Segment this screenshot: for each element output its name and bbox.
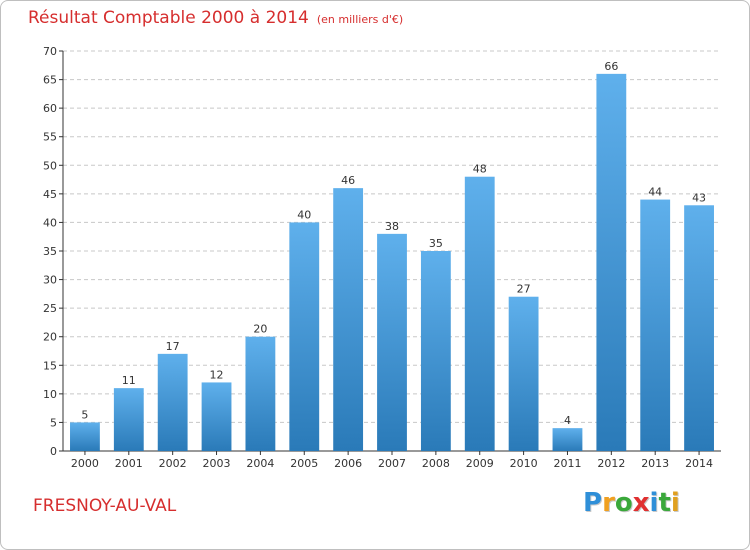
data-label: 46 (341, 174, 355, 187)
logo-letter: o (614, 488, 633, 518)
x-tick-label: 2009 (466, 457, 494, 470)
data-label: 4 (564, 414, 571, 427)
x-tick-label: 2008 (422, 457, 450, 470)
bar (333, 188, 364, 451)
chart-title-unit: (en milliers d'€) (316, 13, 404, 26)
data-label: 43 (692, 191, 706, 204)
y-tick-label: 15 (43, 359, 57, 372)
y-tick-label: 70 (43, 45, 57, 58)
data-label: 17 (166, 340, 180, 353)
data-label: 38 (385, 220, 399, 233)
bar (508, 296, 539, 451)
bar (377, 233, 407, 451)
data-label: 11 (122, 374, 136, 387)
data-label: 48 (473, 163, 487, 176)
x-tick-label: 2002 (159, 457, 187, 470)
data-label: 20 (253, 323, 267, 336)
data-label: 44 (648, 186, 662, 199)
x-tick-label: 2000 (71, 457, 99, 470)
data-label: 27 (517, 283, 531, 296)
x-tick-label: 2003 (203, 457, 231, 470)
bar (596, 73, 627, 451)
bar (201, 382, 232, 451)
x-tick-label: 2010 (510, 457, 538, 470)
y-tick-label: 10 (43, 388, 57, 401)
y-tick-label: 0 (50, 445, 57, 458)
bar-chart: 0 5 10 15 20 25 30 35 40 45 50 55 60 65 70 5 2000 11 2001 1… (43, 45, 721, 470)
bar (420, 251, 451, 451)
commune-name: FRESNOY-AU-VAL (33, 496, 177, 516)
y-tick-label: 30 (43, 274, 57, 287)
data-label: 5 (81, 408, 88, 421)
logo-letter: t (658, 488, 671, 518)
y-tick-label: 60 (43, 102, 57, 115)
x-tick-label: 2005 (290, 457, 318, 470)
bar (684, 205, 714, 451)
bar (464, 176, 495, 451)
x-tick-label: 2014 (685, 457, 713, 470)
bar (113, 388, 144, 451)
logo-letter: x (632, 488, 650, 518)
bar (552, 428, 583, 451)
y-tick-label: 25 (43, 302, 57, 315)
bar (245, 336, 276, 451)
data-label: 35 (429, 237, 443, 250)
y-tick-label: 35 (43, 245, 57, 258)
x-tick-label: 2013 (641, 457, 669, 470)
y-tick-label: 20 (43, 331, 57, 344)
data-label: 12 (210, 368, 224, 381)
x-tick-label: 2007 (378, 457, 406, 470)
logo-letter: r (602, 488, 615, 518)
logo-letter: i (649, 488, 659, 518)
chart-title: Résultat Comptable 2000 à 2014 (en millie… (28, 8, 403, 28)
bars (70, 73, 714, 451)
data-label: 66 (604, 60, 618, 73)
x-tick-label: 2011 (553, 457, 581, 470)
x-tick-label: 2006 (334, 457, 362, 470)
x-tick-label: 2001 (115, 457, 143, 470)
bar (289, 222, 320, 451)
y-tick-label: 45 (43, 188, 57, 201)
y-tick-label: 50 (43, 159, 57, 172)
y-tick-label: 40 (43, 216, 57, 229)
logo-letter: P (583, 488, 603, 518)
y-tick-label: 65 (43, 74, 57, 87)
chart-title-main: Résultat Comptable 2000 à 2014 (28, 8, 309, 28)
labels: 0 5 10 15 20 25 30 35 40 45 50 55 60 65 70 5 2000 11 2001 1… (43, 45, 713, 470)
proxiti-logo: Proxiti (583, 488, 680, 518)
y-tick-label: 55 (43, 131, 57, 144)
bar (157, 353, 188, 451)
data-label: 40 (297, 208, 311, 221)
bar (70, 422, 100, 451)
logo-letter: i (670, 488, 680, 518)
y-tick-label: 5 (50, 416, 57, 429)
x-tick-label: 2012 (597, 457, 625, 470)
x-tick-label: 2004 (246, 457, 274, 470)
bar (640, 199, 671, 451)
